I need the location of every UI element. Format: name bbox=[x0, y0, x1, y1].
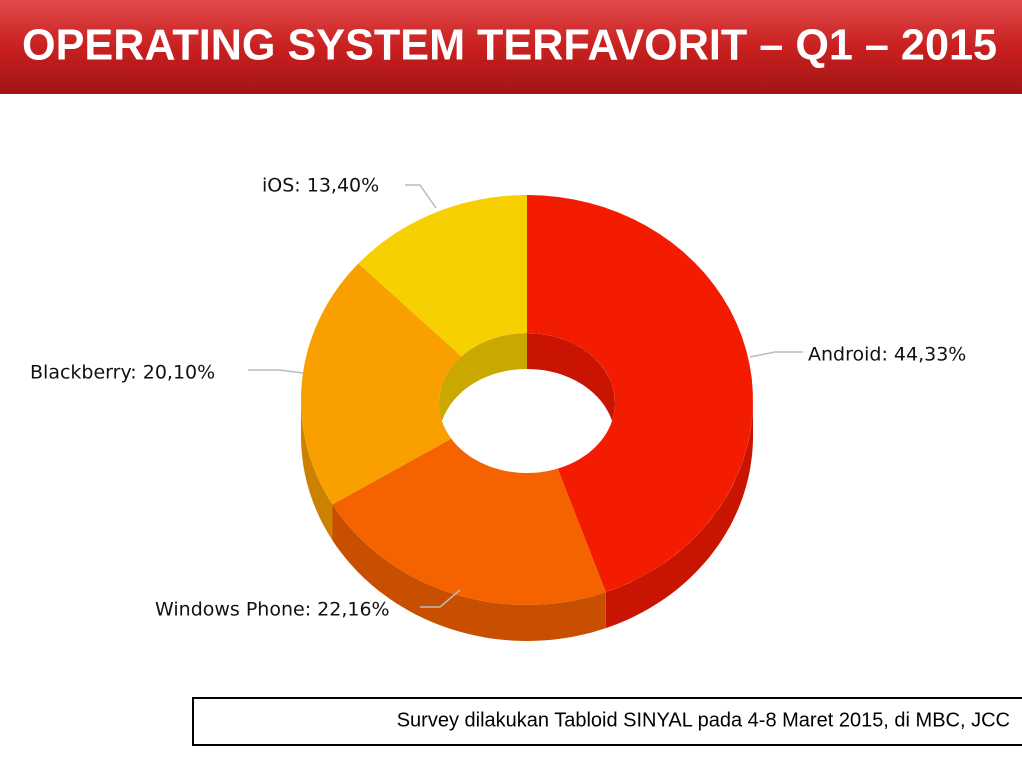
slice-inner-side bbox=[527, 333, 615, 439]
chart-title: OPERATING SYSTEM TERFAVORIT – Q1 – 2015 bbox=[22, 21, 997, 70]
note-box bbox=[192, 697, 1022, 746]
donut-chart: Android: 44,33% Windows Phone: 22,16% Blac… bbox=[30, 175, 966, 641]
leader-line bbox=[405, 184, 437, 209]
slice bbox=[527, 195, 753, 593]
slice-inner-side bbox=[439, 333, 527, 439]
source-note: Survey dilakukan Tabloid SINYAL pada 4-8… bbox=[397, 709, 1010, 731]
slice-side bbox=[332, 504, 606, 641]
slice bbox=[332, 438, 606, 605]
data-label: Windows Phone: 22,16% bbox=[155, 599, 390, 621]
leader-line bbox=[420, 589, 461, 608]
slice bbox=[301, 263, 462, 505]
data-label: Blackberry: 20,10% bbox=[30, 362, 215, 384]
data-label: iOS: 13,40% bbox=[262, 175, 379, 197]
slice-side bbox=[605, 400, 753, 629]
title-banner bbox=[0, 0, 1022, 94]
leader-line bbox=[248, 369, 304, 374]
data-label: Android: 44,33% bbox=[808, 344, 966, 366]
leader-line bbox=[749, 351, 803, 358]
slice-side bbox=[301, 400, 333, 541]
hole-wall bbox=[439, 333, 615, 439]
slice bbox=[358, 195, 527, 357]
